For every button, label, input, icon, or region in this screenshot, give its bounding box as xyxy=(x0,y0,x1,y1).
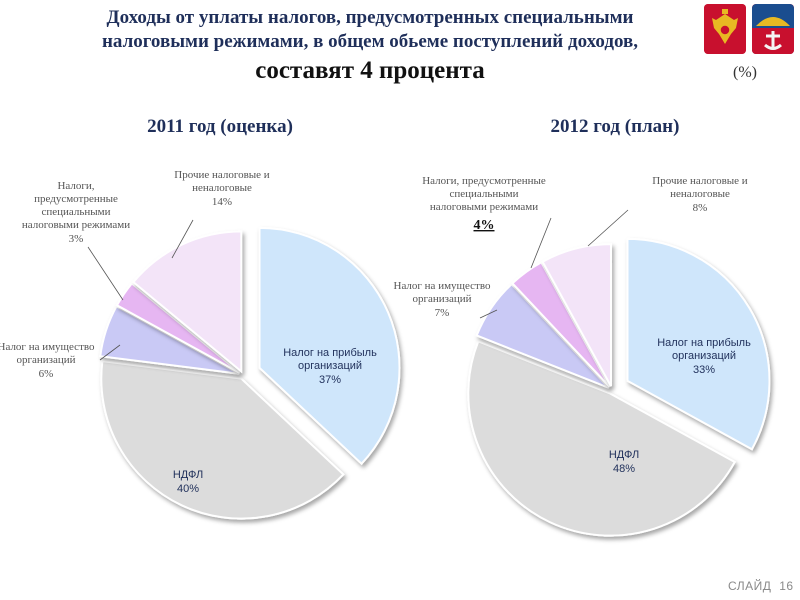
slice-label: НДФЛ 40% xyxy=(173,469,203,495)
slice-value-label: 48% xyxy=(613,463,635,475)
pie-slice xyxy=(626,237,771,451)
slice-label: Прочие налоговые и неналоговые 8% xyxy=(652,175,748,214)
slice-value-label: 37% xyxy=(319,374,341,386)
chart-2-title: 2012 год (план) xyxy=(550,116,680,137)
slice-value-label: 3% xyxy=(69,233,84,245)
slice-label: Налоги, предусмотренные специальными налого… xyxy=(22,180,130,245)
slice-value-label: 33% xyxy=(693,364,715,376)
pie-chart-1: Налог на прибыль организаций 37% НДФЛ 40% Нал… xyxy=(0,169,401,520)
unit-label: (%) xyxy=(733,64,757,81)
slide-label: СЛАЙД xyxy=(728,579,772,593)
title-line-1: Доходы от уплаты налогов, предусмотренны… xyxy=(106,7,634,28)
chart-1-title: 2011 год (оценка) xyxy=(147,116,293,137)
slice-value-label: 7% xyxy=(435,307,450,319)
slide-number: СЛАЙД 16 xyxy=(728,579,794,593)
title-line-2: налоговыми режимами, в общем обьеме пост… xyxy=(101,31,638,52)
slice-label: Прочие налоговые и неналоговые 14% xyxy=(174,169,270,208)
murmansk-region-coat-of-arms-icon xyxy=(752,4,794,54)
slice-label: Налог на прибыль организаций 37% xyxy=(283,347,377,386)
slice-value-label: 14% xyxy=(212,196,232,208)
label-leader-line xyxy=(171,219,194,259)
pie-slice xyxy=(132,230,243,374)
pie-slice xyxy=(258,226,401,466)
slice-value-label: 4% xyxy=(474,218,495,233)
russia-coat-of-arms-icon xyxy=(704,4,746,54)
pie-slice xyxy=(475,282,610,389)
pie-slice xyxy=(115,282,241,374)
label-leader-line xyxy=(87,246,124,301)
label-leader-line xyxy=(530,217,552,269)
label-leader-line xyxy=(479,309,498,319)
slice-label: Налог на имущество организаций 6% xyxy=(0,341,95,380)
pie-slice xyxy=(467,340,737,537)
pie-slice xyxy=(99,304,240,375)
label-leader-line xyxy=(99,344,121,361)
pie-slice xyxy=(100,359,345,520)
slice-value-label: 8% xyxy=(693,202,708,214)
slice-value-label: 6% xyxy=(39,368,54,380)
slide-title: Доходы от уплаты налогов, предусмотренны… xyxy=(40,6,700,88)
slice-label: Налог на прибыль организаций 33% xyxy=(657,337,751,376)
slice-label: Налог на имущество организаций 7% xyxy=(394,280,491,319)
pie-chart-2: Налог на прибыль организаций 33% НДФЛ 48% Нал… xyxy=(394,175,771,537)
slice-value-label: 40% xyxy=(177,483,199,495)
title-line-3: составят 4 процента xyxy=(255,57,485,84)
label-leader-line xyxy=(587,209,629,247)
slice-label: НДФЛ 48% xyxy=(609,449,639,475)
pie-slice xyxy=(541,243,613,387)
slice-label: Налоги, предусмотренные специальными налог… xyxy=(422,175,546,233)
slide-number-value: 16 xyxy=(779,579,794,593)
pie-slice xyxy=(511,260,611,388)
